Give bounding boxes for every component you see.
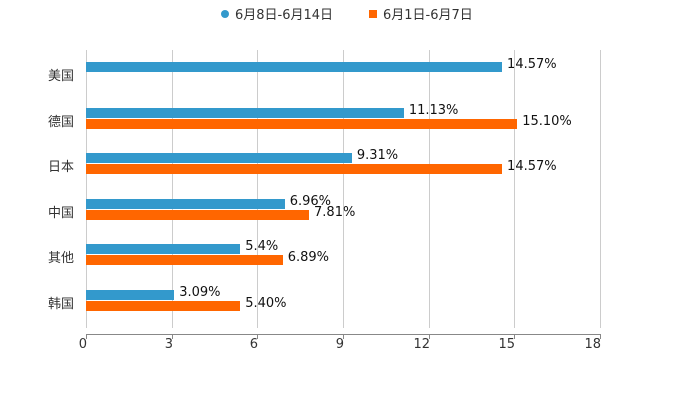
bar-orange[interactable] bbox=[86, 255, 283, 265]
legend-square-icon bbox=[369, 9, 377, 18]
bar-blue[interactable] bbox=[86, 62, 503, 72]
axis-tick-label: 6 bbox=[249, 337, 258, 352]
axis-tick-label: 12 bbox=[413, 337, 430, 352]
category-label: 美国 bbox=[48, 69, 75, 84]
bar-value-label: 5.4% bbox=[245, 239, 279, 254]
bar-value-label: 6.89% bbox=[287, 250, 330, 265]
legend-label: 6月8日-6月14日 bbox=[235, 8, 334, 23]
bar-value-label: 7.81% bbox=[314, 205, 356, 220]
bar-blue[interactable] bbox=[86, 153, 352, 163]
gridline bbox=[257, 50, 258, 328]
gridline bbox=[343, 50, 344, 328]
legend-item-series-2[interactable]: 6月1日-6月7日 bbox=[369, 4, 473, 23]
category-label: 德国 bbox=[48, 115, 75, 130]
gridline bbox=[86, 50, 87, 328]
axis-tick bbox=[600, 334, 601, 339]
bar-orange[interactable] bbox=[86, 301, 241, 311]
legend-circle-icon bbox=[221, 9, 229, 18]
bar-blue[interactable] bbox=[86, 290, 175, 300]
gridline bbox=[429, 50, 430, 328]
axis-tick-label: 9 bbox=[335, 337, 344, 352]
bar-orange[interactable] bbox=[86, 210, 310, 220]
bar-value-label: 15.10% bbox=[522, 114, 572, 129]
category-label: 中国 bbox=[48, 206, 75, 221]
gridline bbox=[514, 50, 515, 328]
legend-label: 6月1日-6月7日 bbox=[383, 8, 473, 23]
chart-legend: 6月8日-6月14日 6月1日-6月7日 bbox=[0, 4, 700, 23]
category-label: 日本 bbox=[48, 160, 75, 175]
bar-blue[interactable] bbox=[86, 244, 241, 254]
axis-tick bbox=[514, 334, 515, 339]
bar-value-label: 14.57% bbox=[507, 57, 557, 72]
axis-tick bbox=[172, 334, 173, 339]
axis-tick-label: 15 bbox=[498, 337, 515, 352]
bar-value-label: 6.96% bbox=[289, 194, 332, 209]
bar-value-label: 5.40% bbox=[245, 296, 287, 311]
gridline bbox=[172, 50, 173, 328]
axis-tick-label: 3 bbox=[164, 337, 173, 352]
bar-orange[interactable] bbox=[86, 119, 518, 129]
legend-item-series-1[interactable]: 6月8日-6月14日 bbox=[221, 4, 333, 23]
bar-value-label: 3.09% bbox=[179, 285, 221, 300]
axis-tick-label: 0 bbox=[78, 337, 87, 352]
category-label: 韩国 bbox=[48, 297, 75, 312]
gridline bbox=[600, 50, 601, 328]
axis-tick bbox=[257, 334, 258, 339]
axis-tick bbox=[343, 334, 344, 339]
bar-blue[interactable] bbox=[86, 108, 404, 118]
axis-tick bbox=[86, 334, 87, 339]
bar-orange[interactable] bbox=[86, 164, 503, 174]
category-label: 其他 bbox=[48, 251, 75, 266]
x-axis-line bbox=[86, 334, 600, 335]
bar-value-label: 11.13% bbox=[408, 103, 459, 118]
bar-value-label: 14.57% bbox=[507, 159, 557, 174]
bar-blue[interactable] bbox=[86, 199, 285, 209]
bar-value-label: 9.31% bbox=[356, 148, 399, 163]
axis-tick bbox=[429, 334, 430, 339]
axis-tick-label: 18 bbox=[584, 337, 601, 352]
